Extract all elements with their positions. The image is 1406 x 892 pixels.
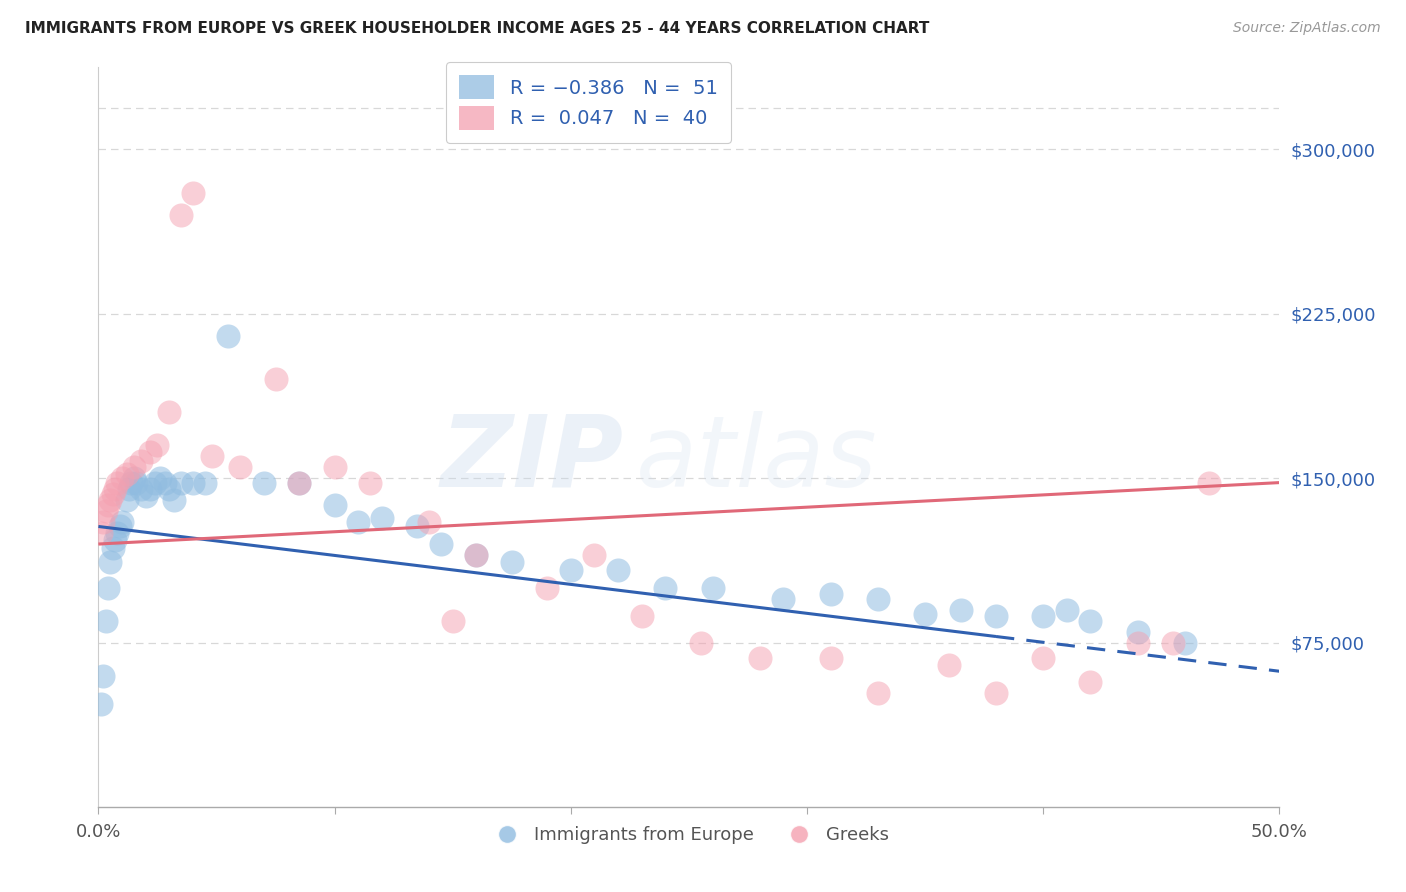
Point — [418, 515, 440, 529]
Point — [536, 581, 558, 595]
Point — [866, 686, 889, 700]
Point — [90, 526, 112, 541]
Point — [820, 651, 842, 665]
Text: IMMIGRANTS FROM EUROPE VS GREEK HOUSEHOLDER INCOME AGES 25 - 44 YEARS CORRELATIO: IMMIGRANTS FROM EUROPE VS GREEK HOUSEHOL… — [25, 21, 929, 36]
Point — [984, 609, 1007, 624]
Point — [1161, 636, 1184, 650]
Point — [121, 475, 143, 490]
Point — [347, 515, 370, 529]
Text: Source: ZipAtlas.com: Source: ZipAtlas.com — [1233, 21, 1381, 35]
Point — [1080, 675, 1102, 690]
Point — [153, 475, 176, 490]
Point — [111, 515, 134, 529]
Point — [115, 493, 138, 508]
Point — [217, 328, 239, 343]
Point — [288, 475, 311, 490]
Point — [157, 482, 180, 496]
Point — [163, 493, 186, 508]
Point — [181, 475, 204, 490]
Point — [181, 186, 204, 200]
Point — [288, 475, 311, 490]
Point — [101, 541, 124, 556]
Point — [583, 548, 606, 562]
Point — [94, 614, 117, 628]
Point — [465, 548, 488, 562]
Text: ZIP: ZIP — [441, 411, 624, 508]
Point — [1032, 609, 1054, 624]
Point — [105, 526, 128, 541]
Point — [135, 489, 157, 503]
Point — [430, 537, 453, 551]
Point — [866, 591, 889, 606]
Point — [125, 475, 148, 490]
Point — [253, 475, 276, 490]
Point — [702, 581, 724, 595]
Point — [122, 460, 145, 475]
Point — [94, 504, 117, 518]
Point — [149, 471, 172, 485]
Point — [1032, 651, 1054, 665]
Point — [371, 510, 394, 524]
Point — [748, 651, 770, 665]
Legend: Immigrants from Europe, Greeks: Immigrants from Europe, Greeks — [482, 819, 896, 852]
Point — [146, 438, 169, 452]
Point — [441, 614, 464, 628]
Point — [560, 563, 582, 577]
Point — [1198, 475, 1220, 490]
Point — [91, 668, 114, 682]
Point — [689, 636, 711, 650]
Point — [984, 686, 1007, 700]
Point — [170, 208, 193, 222]
Point — [90, 697, 112, 711]
Point — [157, 405, 180, 419]
Point — [1056, 603, 1078, 617]
Point — [108, 519, 131, 533]
Point — [118, 482, 141, 496]
Point — [938, 657, 960, 672]
Point — [115, 467, 138, 481]
Point — [1126, 624, 1149, 639]
Point — [194, 475, 217, 490]
Point — [101, 486, 124, 500]
Point — [91, 515, 114, 529]
Point — [949, 603, 972, 617]
Point — [111, 471, 134, 485]
Point — [630, 609, 652, 624]
Point — [201, 450, 224, 464]
Point — [98, 493, 121, 508]
Point — [820, 587, 842, 601]
Point — [654, 581, 676, 595]
Point — [104, 533, 127, 547]
Text: atlas: atlas — [636, 411, 877, 508]
Point — [104, 482, 127, 496]
Point — [229, 460, 252, 475]
Point — [406, 519, 429, 533]
Point — [772, 591, 794, 606]
Point — [465, 548, 488, 562]
Point — [170, 475, 193, 490]
Point — [122, 471, 145, 485]
Point — [501, 555, 523, 569]
Point — [1080, 614, 1102, 628]
Point — [97, 498, 120, 512]
Point — [97, 581, 120, 595]
Point — [323, 460, 346, 475]
Point — [607, 563, 630, 577]
Point — [105, 475, 128, 490]
Point — [129, 453, 152, 467]
Point — [98, 555, 121, 569]
Point — [359, 475, 381, 490]
Point — [139, 482, 162, 496]
Point — [1174, 636, 1197, 650]
Point — [914, 607, 936, 622]
Point — [143, 475, 166, 490]
Point — [129, 482, 152, 496]
Point — [139, 445, 162, 459]
Point — [323, 498, 346, 512]
Point — [1126, 636, 1149, 650]
Point — [264, 372, 287, 386]
